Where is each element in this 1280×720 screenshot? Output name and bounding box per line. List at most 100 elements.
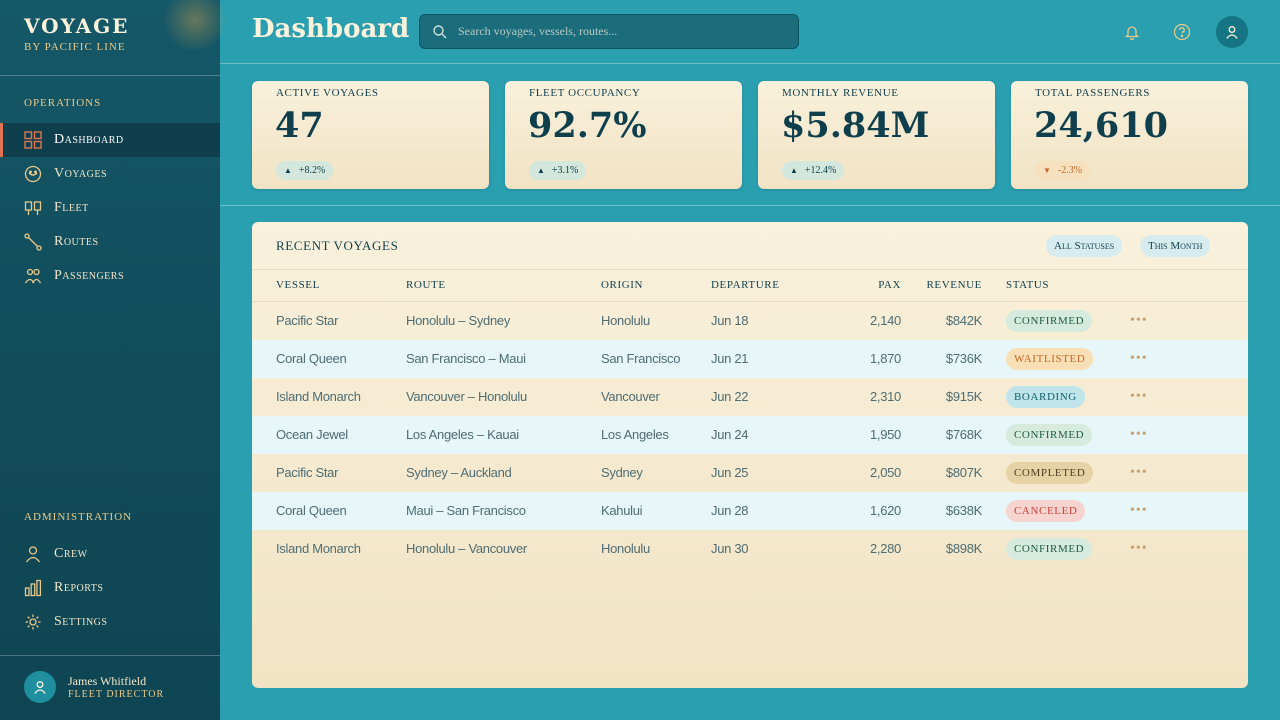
pax-cell: 2,140 bbox=[869, 313, 901, 328]
stat-card-fleet-occupancy[interactable]: Fleet Occupancy 92.7% ▲ +3.1% bbox=[505, 81, 742, 189]
departure-cell: Jun 24 bbox=[711, 427, 749, 442]
notifications-button[interactable] bbox=[1118, 18, 1146, 46]
user-name: James Whitfield bbox=[68, 674, 147, 688]
search-box[interactable] bbox=[419, 14, 799, 49]
status-filter-button[interactable]: All Statuses bbox=[1046, 235, 1123, 257]
table-row[interactable]: Island Monarch Honolulu – Vancouver Honolu… bbox=[252, 530, 1248, 568]
route-cell: Honolulu – Vancouver bbox=[406, 541, 527, 556]
sidebar-item-routes[interactable]: Routes bbox=[0, 225, 220, 259]
stat-change: +8.2% bbox=[298, 165, 326, 176]
chevron-up-icon: ▲ bbox=[284, 166, 292, 175]
status-badge: WAITLISTED bbox=[1006, 348, 1094, 370]
column-header-vessel[interactable]: Vessel bbox=[276, 279, 320, 291]
stat-change-badge: ▲ +8.2% bbox=[276, 161, 334, 180]
route-cell: San Francisco – Maui bbox=[406, 351, 526, 366]
grid-icon bbox=[24, 131, 42, 149]
stat-card-monthly-revenue[interactable]: Monthly Revenue $5.84M ▲ +12.4% bbox=[758, 81, 995, 189]
origin-cell: Kahului bbox=[601, 503, 643, 518]
vessel-cell: Coral Queen bbox=[276, 503, 347, 518]
brand[interactable]: VOYAGE BY PACIFIC LINE bbox=[24, 14, 129, 53]
chevron-up-icon: ▲ bbox=[790, 166, 798, 175]
origin-cell: San Francisco bbox=[601, 351, 681, 366]
origin-cell: Vancouver bbox=[601, 389, 660, 404]
origin-cell: Los Angeles bbox=[601, 427, 669, 442]
stat-change-badge: ▲ +3.1% bbox=[529, 161, 587, 180]
vessel-cell: Pacific Star bbox=[276, 465, 339, 480]
more-options-icon[interactable]: ••• bbox=[1130, 351, 1148, 366]
more-options-icon[interactable]: ••• bbox=[1130, 427, 1148, 442]
avatar bbox=[24, 671, 56, 703]
section-divider bbox=[220, 205, 1280, 206]
column-header-route[interactable]: Route bbox=[406, 279, 446, 291]
vessel-cell: Island Monarch bbox=[276, 389, 361, 404]
table-row[interactable]: Coral Queen Maui – San Francisco Kahului Ju… bbox=[252, 492, 1248, 530]
stat-label: Total Passengers bbox=[1035, 87, 1150, 99]
panel-title: RECENT VOYAGES bbox=[276, 238, 399, 253]
section-label-operations: OPERATIONS bbox=[24, 97, 102, 109]
sidebar-item-label: Dashboard bbox=[54, 132, 124, 147]
more-options-icon[interactable]: ••• bbox=[1130, 541, 1148, 556]
profile-avatar-button[interactable] bbox=[1216, 16, 1248, 48]
sidebar-item-label: Crew bbox=[54, 546, 88, 561]
departure-cell: Jun 28 bbox=[711, 503, 749, 518]
stat-change: -2.3% bbox=[1057, 165, 1083, 176]
status-badge: COMPLETED bbox=[1006, 462, 1094, 484]
pax-cell: 1,870 bbox=[869, 351, 901, 366]
sidebar-item-label: Passengers bbox=[54, 268, 125, 283]
sidebar-item-fleet[interactable]: Fleet bbox=[0, 191, 220, 225]
table-row[interactable]: Island Monarch Vancouver – Honolulu Vancou… bbox=[252, 378, 1248, 416]
sidebar-divider bbox=[0, 75, 220, 76]
more-options-icon[interactable]: ••• bbox=[1130, 313, 1148, 328]
page-title: Dashboard bbox=[252, 14, 410, 44]
sidebar-item-settings[interactable]: Settings bbox=[0, 605, 220, 639]
column-header-revenue[interactable]: Revenue bbox=[926, 279, 982, 291]
sidebar: VOYAGE BY PACIFIC LINE OPERATIONS Dashbo… bbox=[0, 0, 230, 720]
compass-icon bbox=[24, 165, 42, 183]
pax-cell: 1,620 bbox=[869, 503, 901, 518]
stat-card-active-voyages[interactable]: Active Voyages 47 ▲ +8.2% bbox=[252, 81, 489, 189]
more-options-icon[interactable]: ••• bbox=[1130, 465, 1148, 480]
vessel-cell: Coral Queen bbox=[276, 351, 347, 366]
table-row[interactable]: Ocean Jewel Los Angeles – Kauai Los Angele… bbox=[252, 416, 1248, 454]
stat-change: +12.4% bbox=[804, 165, 837, 176]
search-input[interactable] bbox=[458, 24, 778, 39]
more-options-icon[interactable]: ••• bbox=[1130, 389, 1148, 404]
table-header: Vessel Route Origin Departure Pax Revenu… bbox=[252, 269, 1248, 302]
brand-subtitle: BY PACIFIC LINE bbox=[24, 41, 126, 53]
origin-cell: Sydney bbox=[601, 465, 643, 480]
route-cell: Vancouver – Honolulu bbox=[406, 389, 527, 404]
stat-change-badge: ▼ -2.3% bbox=[1035, 161, 1091, 180]
sidebar-item-voyages[interactable]: Voyages bbox=[0, 157, 220, 191]
table-row[interactable]: Coral Queen San Francisco – Maui San Franc… bbox=[252, 340, 1248, 378]
table-row[interactable]: Pacific Star Honolulu – Sydney Honolulu Jun… bbox=[252, 302, 1248, 340]
stat-card-total-passengers[interactable]: Total Passengers 24,610 ▼ -2.3% bbox=[1011, 81, 1248, 189]
user-profile[interactable]: James Whitfield FLEET DIRECTOR bbox=[24, 671, 164, 703]
stat-value: 92.7% bbox=[528, 105, 647, 146]
vessel-cell: Pacific Star bbox=[276, 313, 339, 328]
sidebar-item-label: Reports bbox=[54, 580, 104, 595]
column-header-pax[interactable]: Pax bbox=[878, 279, 901, 291]
column-header-origin[interactable]: Origin bbox=[601, 279, 644, 291]
revenue-cell: $768K bbox=[945, 427, 982, 442]
sidebar-footer-divider bbox=[0, 655, 220, 656]
person-icon bbox=[1226, 26, 1238, 39]
column-header-status[interactable]: Status bbox=[1006, 279, 1050, 291]
origin-cell: Honolulu bbox=[601, 313, 650, 328]
sidebar-item-reports[interactable]: Reports bbox=[0, 571, 220, 605]
column-header-departure[interactable]: Departure bbox=[711, 279, 780, 291]
revenue-cell: $915K bbox=[945, 389, 982, 404]
sidebar-item-label: Fleet bbox=[54, 200, 89, 215]
help-button[interactable] bbox=[1168, 18, 1196, 46]
period-filter-button[interactable]: This Month bbox=[1140, 235, 1211, 257]
more-options-icon[interactable]: ••• bbox=[1130, 503, 1148, 518]
sidebar-item-passengers[interactable]: Passengers bbox=[0, 259, 220, 293]
search-icon bbox=[432, 24, 448, 40]
stat-value: 24,610 bbox=[1034, 105, 1168, 146]
table-row[interactable]: Pacific Star Sydney – Auckland Sydney Jun 2… bbox=[252, 454, 1248, 492]
route-icon bbox=[24, 233, 42, 251]
sidebar-item-dashboard[interactable]: Dashboard bbox=[0, 123, 220, 157]
sidebar-item-crew[interactable]: Crew bbox=[0, 537, 220, 571]
sidebar-item-label: Settings bbox=[54, 614, 108, 629]
brand-glow bbox=[160, 0, 230, 50]
bell-icon bbox=[1124, 26, 1140, 40]
